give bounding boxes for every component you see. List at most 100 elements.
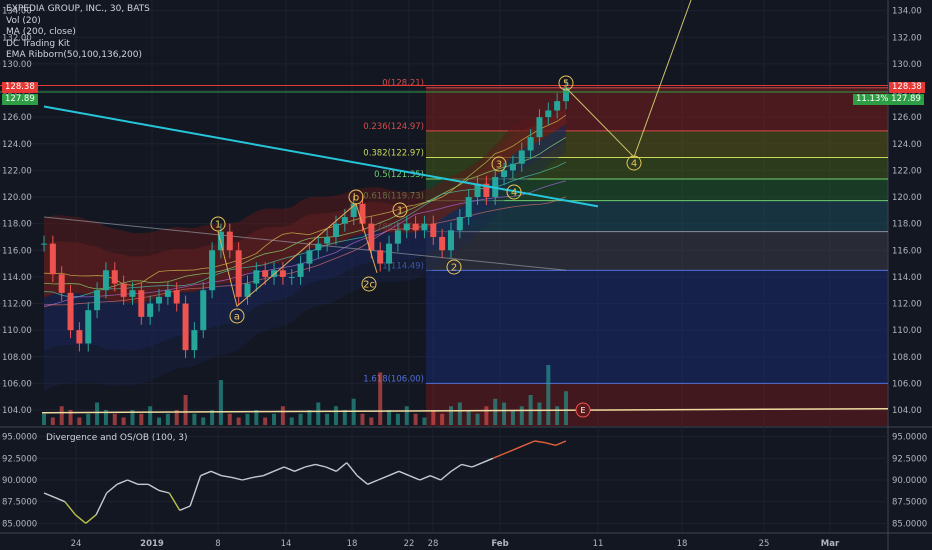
osc-axis-label: 95.0000 xyxy=(892,433,927,443)
oscillator-segment xyxy=(315,463,327,468)
oscillator-segment xyxy=(523,440,535,446)
price-axis-label-left: 122.00 xyxy=(2,166,32,176)
candle-body xyxy=(563,87,569,102)
volume-bar xyxy=(502,402,507,425)
oscillator-segment xyxy=(503,449,515,455)
volume-bar xyxy=(555,406,560,425)
candle-body xyxy=(359,203,366,224)
candle-body xyxy=(421,223,428,231)
time-axis-label: 14 xyxy=(281,539,292,549)
price-axis-label: 120.00 xyxy=(892,193,922,203)
volume-bar xyxy=(121,417,126,425)
candle-body xyxy=(41,243,47,245)
candle-body xyxy=(271,270,278,277)
ema-ribbon-line xyxy=(43,114,567,286)
volume-bar xyxy=(457,402,462,425)
earnings-marker-circle xyxy=(575,402,591,418)
volume-bar xyxy=(218,380,223,425)
candle-body xyxy=(226,231,233,251)
candle-body xyxy=(350,203,357,217)
fib-zone xyxy=(426,157,888,180)
volume-bar xyxy=(227,413,232,425)
candle-body xyxy=(288,276,295,278)
volume-bar xyxy=(564,391,568,425)
price-axis-label: 122.00 xyxy=(892,166,922,176)
volume-bar xyxy=(316,402,321,425)
price-axis-label-left: 118.00 xyxy=(2,220,32,230)
volume-bar xyxy=(537,402,542,425)
candle-body xyxy=(76,330,83,344)
candle-body xyxy=(439,236,446,251)
indicator-volume[interactable]: Vol (20) xyxy=(6,15,41,26)
candle-body xyxy=(164,290,171,297)
oscillator-segment xyxy=(158,489,170,494)
candle-body xyxy=(209,250,216,291)
oscillator-segment xyxy=(304,463,316,468)
price-axis-label-left: 120.00 xyxy=(2,193,32,203)
oscillator-segment xyxy=(273,466,285,472)
time-axis-label: Feb xyxy=(491,539,508,549)
fib-level-label: 1(114.49) xyxy=(382,261,424,271)
price-axis-label-left: 114.00 xyxy=(2,273,32,283)
fib-level-label: 0.382(122.97) xyxy=(363,148,424,158)
oscillator-segment xyxy=(440,470,452,481)
volume-bar xyxy=(174,410,179,425)
price-axis-label: 132.00 xyxy=(892,33,922,43)
time-axis-label: 2019 xyxy=(140,539,164,549)
volume-bar xyxy=(431,410,436,425)
wave-label-circle xyxy=(348,189,364,205)
oscillator-segment xyxy=(200,470,212,477)
volume-bar xyxy=(86,413,91,425)
price-axis-label: 130.00 xyxy=(892,60,922,70)
ema-ribbon-line xyxy=(43,137,567,290)
osc-axis-label: 87.5000 xyxy=(892,498,927,508)
volume-bar xyxy=(510,410,515,425)
osc-axis-label-left: 87.5000 xyxy=(2,498,37,508)
wave-label: a xyxy=(234,312,240,323)
candle-body xyxy=(173,290,180,304)
oscillator-title[interactable]: Divergence and OS/OB (100, 3) xyxy=(46,433,188,443)
candle-body xyxy=(474,183,481,198)
wave-label-circle xyxy=(506,184,522,200)
candle-body xyxy=(49,243,56,275)
volume-bar xyxy=(157,417,162,425)
oscillator-segment xyxy=(74,514,87,524)
oscillator-segment xyxy=(294,466,306,472)
right-price-tag-top: 128.38 xyxy=(889,82,925,93)
volume-bar xyxy=(298,413,303,425)
volume-bar xyxy=(413,413,418,425)
wave-label-circle xyxy=(446,259,462,275)
fib-zone xyxy=(426,270,888,384)
candle-body xyxy=(191,330,198,351)
candle-body xyxy=(182,303,189,351)
candle-body xyxy=(465,197,472,217)
fib-zone xyxy=(426,200,888,232)
oscillator-segment xyxy=(471,462,483,468)
oscillator-segment xyxy=(513,444,525,451)
candle-body xyxy=(403,223,410,231)
fib-level-label: 0.5(121.35) xyxy=(374,170,424,180)
candle-body xyxy=(102,270,109,291)
volume-bar xyxy=(50,417,55,425)
wave-label-circle xyxy=(229,308,245,324)
price-axis-label-left: 108.00 xyxy=(2,353,32,363)
wave-label-circle xyxy=(626,155,642,171)
indicator-ma[interactable]: MA (200, close) xyxy=(6,27,76,38)
candle-body xyxy=(554,101,561,111)
osc-axis-label: 90.0000 xyxy=(892,476,927,486)
volume-bar xyxy=(192,413,197,425)
oscillator-segment xyxy=(346,462,358,477)
oscillator-segment xyxy=(377,475,389,481)
volume-bar xyxy=(103,410,108,425)
oscillator-segment xyxy=(148,483,160,492)
indicator-ema-ribbon[interactable]: EMA Ribborn(50,100,136,200) xyxy=(6,50,142,61)
volume-bar xyxy=(245,413,250,425)
earnings-line xyxy=(41,407,889,414)
price-axis-label-left: 124.00 xyxy=(2,140,32,150)
candle-body xyxy=(324,236,331,244)
ema-ribbon-band xyxy=(44,100,566,304)
price-axis-label-left: 132.00 xyxy=(2,33,32,43)
oscillator-segment xyxy=(388,470,400,477)
indicator-dc-trading-kit[interactable]: DC Trading Kit xyxy=(6,38,70,49)
